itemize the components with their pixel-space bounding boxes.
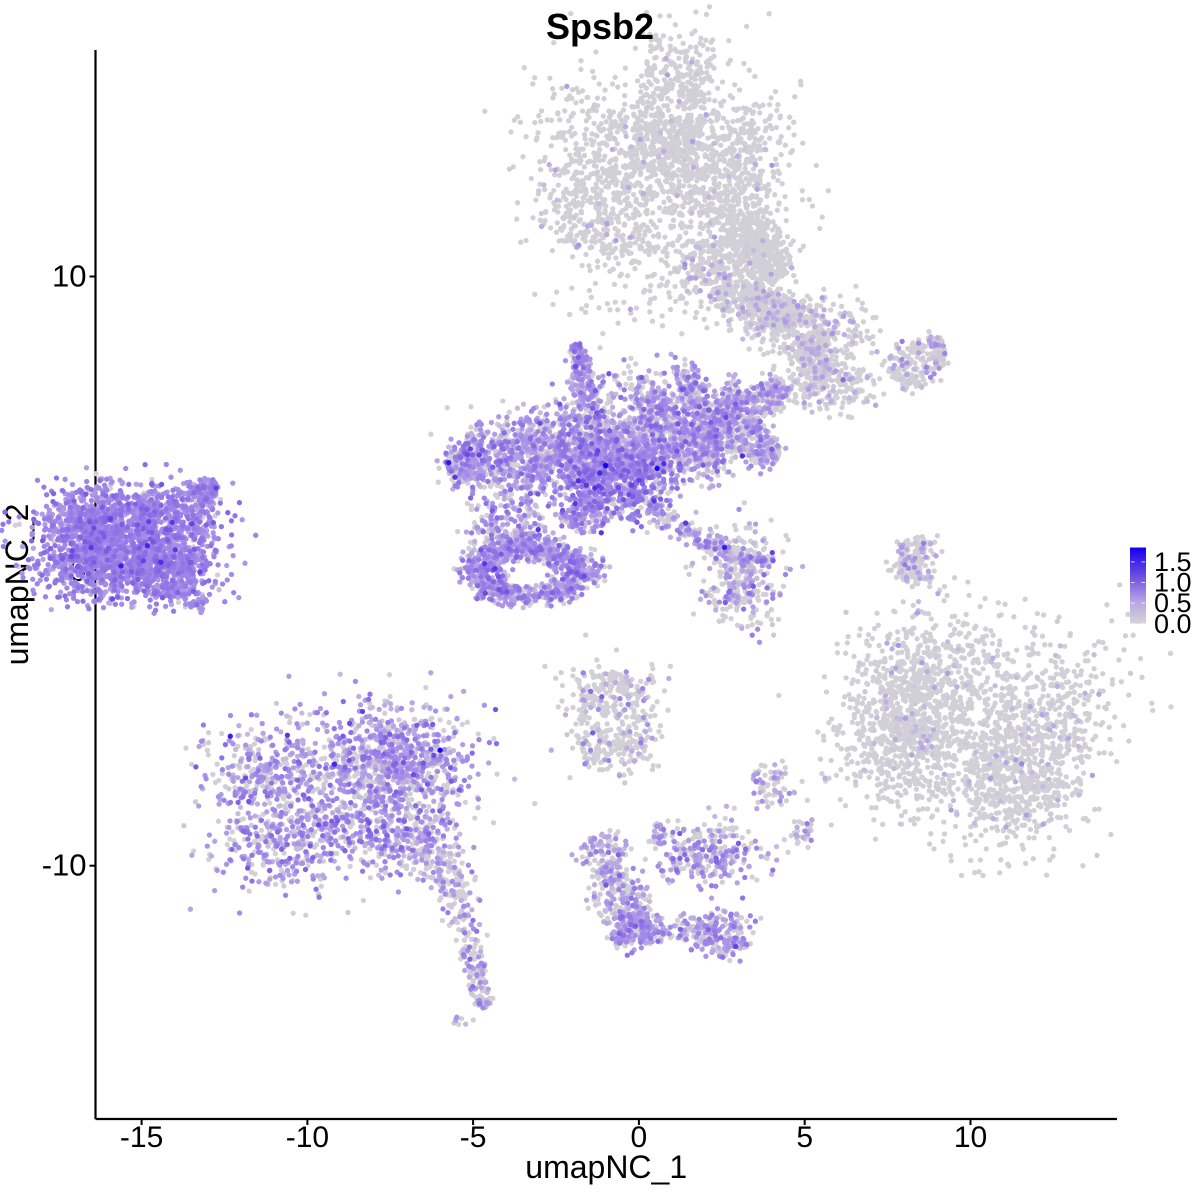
- svg-text:-10: -10: [286, 1121, 329, 1154]
- svg-text:10: 10: [52, 259, 86, 294]
- svg-text:5: 5: [796, 1121, 813, 1154]
- svg-text:1.5: 1.5: [1154, 547, 1192, 577]
- svg-text:umapNC_1: umapNC_1: [525, 1149, 687, 1185]
- svg-text:10: 10: [954, 1121, 987, 1154]
- svg-text:-10: -10: [42, 848, 87, 883]
- svg-text:-15: -15: [120, 1121, 163, 1154]
- svg-text:-5: -5: [460, 1121, 487, 1154]
